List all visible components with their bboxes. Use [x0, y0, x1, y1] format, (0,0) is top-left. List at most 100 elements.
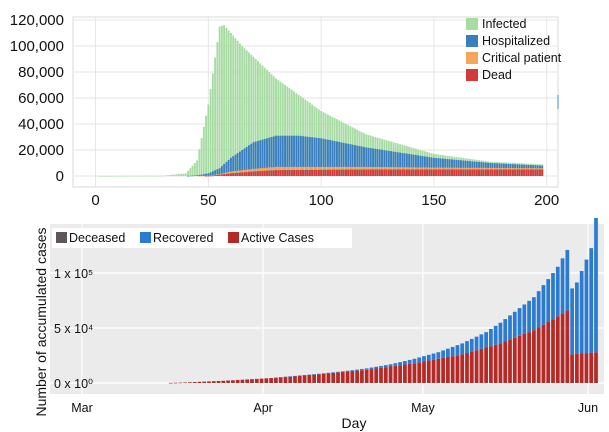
- bar-recovered-day-88: [498, 322, 503, 344]
- bar-hospitalized-day-91: [299, 135, 302, 176]
- bar-critical-patient-day-46: [198, 175, 201, 177]
- bar-active-cases-day-106: [584, 353, 589, 383]
- bar-dead-day-106: [333, 169, 336, 176]
- bar-dead-day-174: [487, 169, 490, 176]
- bar-active-cases-day-79: [455, 355, 460, 383]
- bar-hospitalized-day-95: [308, 137, 311, 176]
- bar-hospitalized-day-82: [279, 135, 282, 176]
- bar-infected-day-52: [211, 73, 214, 176]
- bar-dead-day-79: [272, 170, 275, 176]
- bar-infected-day-51: [209, 88, 212, 176]
- bar-dead-day-113: [349, 169, 352, 176]
- bar-dead-day-77: [268, 170, 271, 176]
- bar-hospitalized-day-41: [187, 175, 189, 177]
- bar-active-cases-day-56: [345, 371, 350, 383]
- bar-infected-day-47: [200, 138, 203, 176]
- bar-hospitalized-day-47: [200, 174, 203, 176]
- bar-active-cases-day-47: [302, 375, 307, 383]
- bar-hospitalized-day-132: [392, 151, 395, 176]
- bar-dead-day-142: [414, 169, 417, 176]
- bar-dead-day-150: [432, 169, 435, 176]
- bar-hospitalized-day-100: [320, 138, 323, 176]
- bar-hospitalized-day-112: [347, 143, 350, 176]
- bar-recovered-day-78: [450, 346, 455, 357]
- bar-dead-day-129: [385, 169, 388, 176]
- bar-hospitalized-day-152: [437, 158, 440, 176]
- bar-hospitalized-day-85: [286, 135, 289, 176]
- bar-recovered-day-50: [317, 373, 321, 375]
- bar-hospitalized-day-83: [281, 135, 284, 176]
- bar-dead-day-196: [536, 169, 539, 176]
- bar-critical-patient-day-52: [211, 174, 214, 176]
- bar-dead-day-101: [322, 169, 325, 176]
- bar-hospitalized-day-84: [284, 135, 286, 176]
- bar-dead-day-122: [369, 169, 372, 176]
- legend-label-infected: Infected: [482, 17, 527, 31]
- bar-dead-day-125: [376, 169, 379, 176]
- bar-dead-day-172: [482, 169, 485, 176]
- bar-dead-day-64: [238, 172, 241, 176]
- bar-recovered-day-68: [403, 361, 407, 365]
- bar-recovered-day-69: [407, 359, 412, 364]
- bar-recovered-day-108: [594, 218, 598, 353]
- bar-active-cases-day-33: [235, 379, 240, 383]
- bar-active-cases-day-53: [331, 372, 336, 383]
- bar-infected-day-59: [227, 30, 230, 177]
- bar-dead-day-173: [484, 169, 487, 176]
- bar-dead-day-182: [505, 169, 508, 176]
- bar-hospitalized-day-87: [290, 135, 293, 176]
- bar-infected-day-74: [261, 65, 264, 176]
- bar-active-cases-day-35: [245, 379, 250, 383]
- bar-hospitalized-day-48: [202, 174, 205, 176]
- bar-hospitalized-day-64: [238, 151, 241, 176]
- bar-dead-day-66: [243, 172, 246, 176]
- y-tick-label: 80,000: [18, 64, 64, 81]
- bar-hospitalized-day-105: [331, 140, 334, 176]
- bar-active-cases-day-80: [460, 354, 465, 383]
- bar-hospitalized-day-143: [417, 155, 420, 176]
- bar-dead-day-68: [248, 171, 250, 176]
- bar-infected-day-40: [184, 173, 187, 176]
- bar-hospitalized-day-94: [306, 136, 309, 176]
- bar-hospitalized-day-109: [340, 142, 343, 176]
- bar-recovered-day-96: [536, 291, 541, 328]
- bar-dead-day-127: [381, 169, 383, 176]
- bar-active-cases-day-42: [278, 377, 283, 383]
- bar-active-cases-day-46: [297, 375, 302, 383]
- bar-recovered-day-93: [522, 304, 527, 334]
- bar-recovered-day-44: [288, 376, 293, 377]
- y-tick-label: 0: [56, 168, 64, 185]
- bar-infected-day-15: [128, 175, 131, 177]
- bar-hospitalized-day-79: [272, 136, 275, 176]
- bar-dead-day-159: [453, 169, 456, 176]
- bar-active-cases-day-23: [188, 382, 192, 383]
- bar-dead-day-193: [529, 169, 532, 176]
- bar-dead-day-102: [324, 169, 327, 176]
- bar-infected-day-31: [164, 175, 167, 177]
- bar-critical-patient-day-48: [202, 175, 205, 177]
- chart-bottom-accumulated-cases: 0 x 10⁰ 5 x 10⁴ 1 x 10⁵ Mar Apr May Jun Decea…: [33, 218, 604, 431]
- bar-recovered-day-54: [336, 371, 340, 373]
- bar-active-cases-day-38: [259, 378, 264, 383]
- bar-dead-day-178: [496, 169, 499, 176]
- bar-hospitalized-day-98: [315, 137, 318, 176]
- bar-recovered-day-65: [388, 364, 393, 367]
- bar-hospitalized-day-154: [442, 158, 444, 176]
- bar-infected-day-73: [259, 63, 262, 176]
- bar-dead-day-135: [399, 169, 402, 176]
- bar-dead-day-87: [290, 170, 293, 176]
- bar-active-cases-day-72: [422, 361, 426, 383]
- bar-dead-day-61: [232, 173, 235, 176]
- bar-infected-day-6: [108, 175, 111, 177]
- x-tick-label: May: [411, 401, 435, 415]
- bar-infected-day-3: [101, 175, 104, 177]
- bar-dead-day-194: [532, 169, 535, 176]
- bar-active-cases-day-58: [355, 370, 359, 383]
- bar-infected-day-2: [99, 175, 102, 177]
- bar-dead-day-109: [340, 169, 343, 176]
- bar-hospitalized-day-111: [345, 143, 347, 176]
- bar-infected-day-41: [187, 170, 189, 176]
- chart-bottom-bars: [168, 218, 598, 384]
- bar-active-cases-day-41: [274, 377, 278, 383]
- bar-recovered-day-86: [489, 328, 493, 347]
